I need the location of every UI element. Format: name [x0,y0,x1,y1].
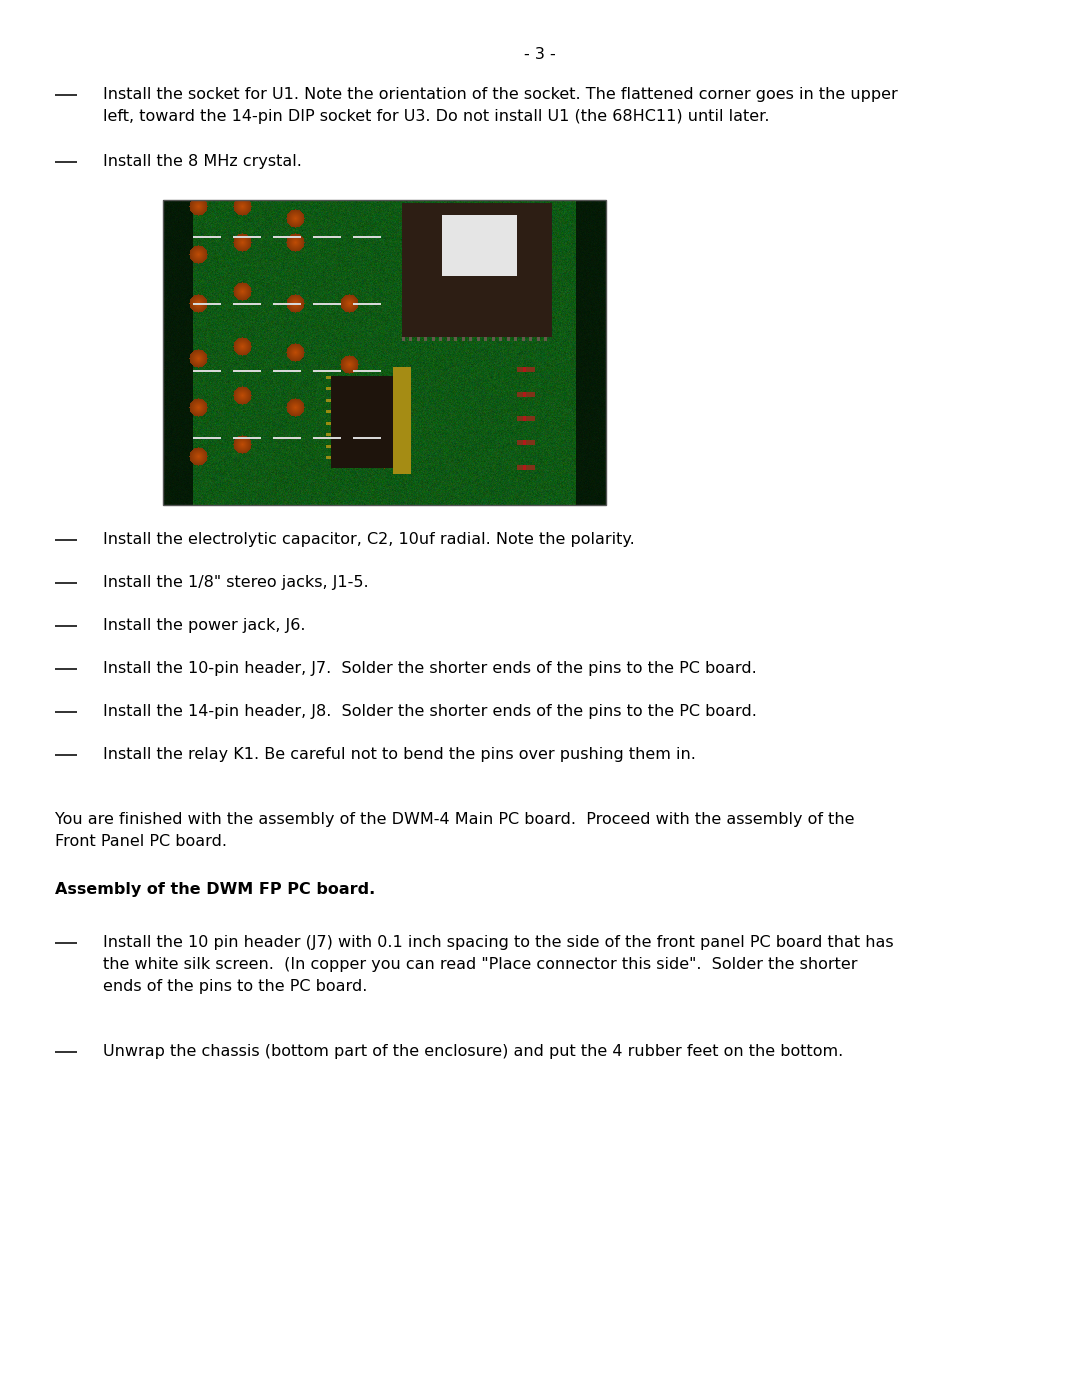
Text: You are finished with the assembly of the DWM-4 Main PC board.  Proceed with the: You are finished with the assembly of th… [55,812,854,827]
Text: Install the relay K1. Be careful not to bend the pins over pushing them in.: Install the relay K1. Be careful not to … [103,747,696,761]
Text: Front Panel PC board.: Front Panel PC board. [55,834,227,849]
Text: - 3 -: - 3 - [524,47,556,61]
Text: Install the 8 MHz crystal.: Install the 8 MHz crystal. [103,154,302,169]
Text: Install the 10-pin header, J7.  Solder the shorter ends of the pins to the PC bo: Install the 10-pin header, J7. Solder th… [103,661,757,676]
Bar [163,200,606,504]
Text: the white silk screen.  (In copper you can read "Place connector this side".  So: the white silk screen. (In copper you ca… [103,957,858,972]
Text: Unwrap the chassis (bottom part of the enclosure) and put the 4 rubber feet on t: Unwrap the chassis (bottom part of the e… [103,1044,843,1059]
Text: Install the power jack, J6.: Install the power jack, J6. [103,617,306,633]
Text: Assembly of the DWM FP PC board.: Assembly of the DWM FP PC board. [55,882,375,897]
Text: Install the electrolytic capacitor, C2, 10uf radial. Note the polarity.: Install the electrolytic capacitor, C2, … [103,532,635,548]
Text: Install the socket for U1. Note the orientation of the socket. The flattened cor: Install the socket for U1. Note the orie… [103,87,897,102]
Text: ends of the pins to the PC board.: ends of the pins to the PC board. [103,979,367,995]
Text: Install the 14-pin header, J8.  Solder the shorter ends of the pins to the PC bo: Install the 14-pin header, J8. Solder th… [103,704,757,719]
Text: Install the 10 pin header (J7) with 0.1 inch spacing to the side of the front pa: Install the 10 pin header (J7) with 0.1 … [103,935,893,950]
Text: left, toward the 14-pin DIP socket for U3. Do not install U1 (the 68HC11) until : left, toward the 14-pin DIP socket for U… [103,109,769,124]
Text: Install the 1/8" stereo jacks, J1-5.: Install the 1/8" stereo jacks, J1-5. [103,576,368,590]
